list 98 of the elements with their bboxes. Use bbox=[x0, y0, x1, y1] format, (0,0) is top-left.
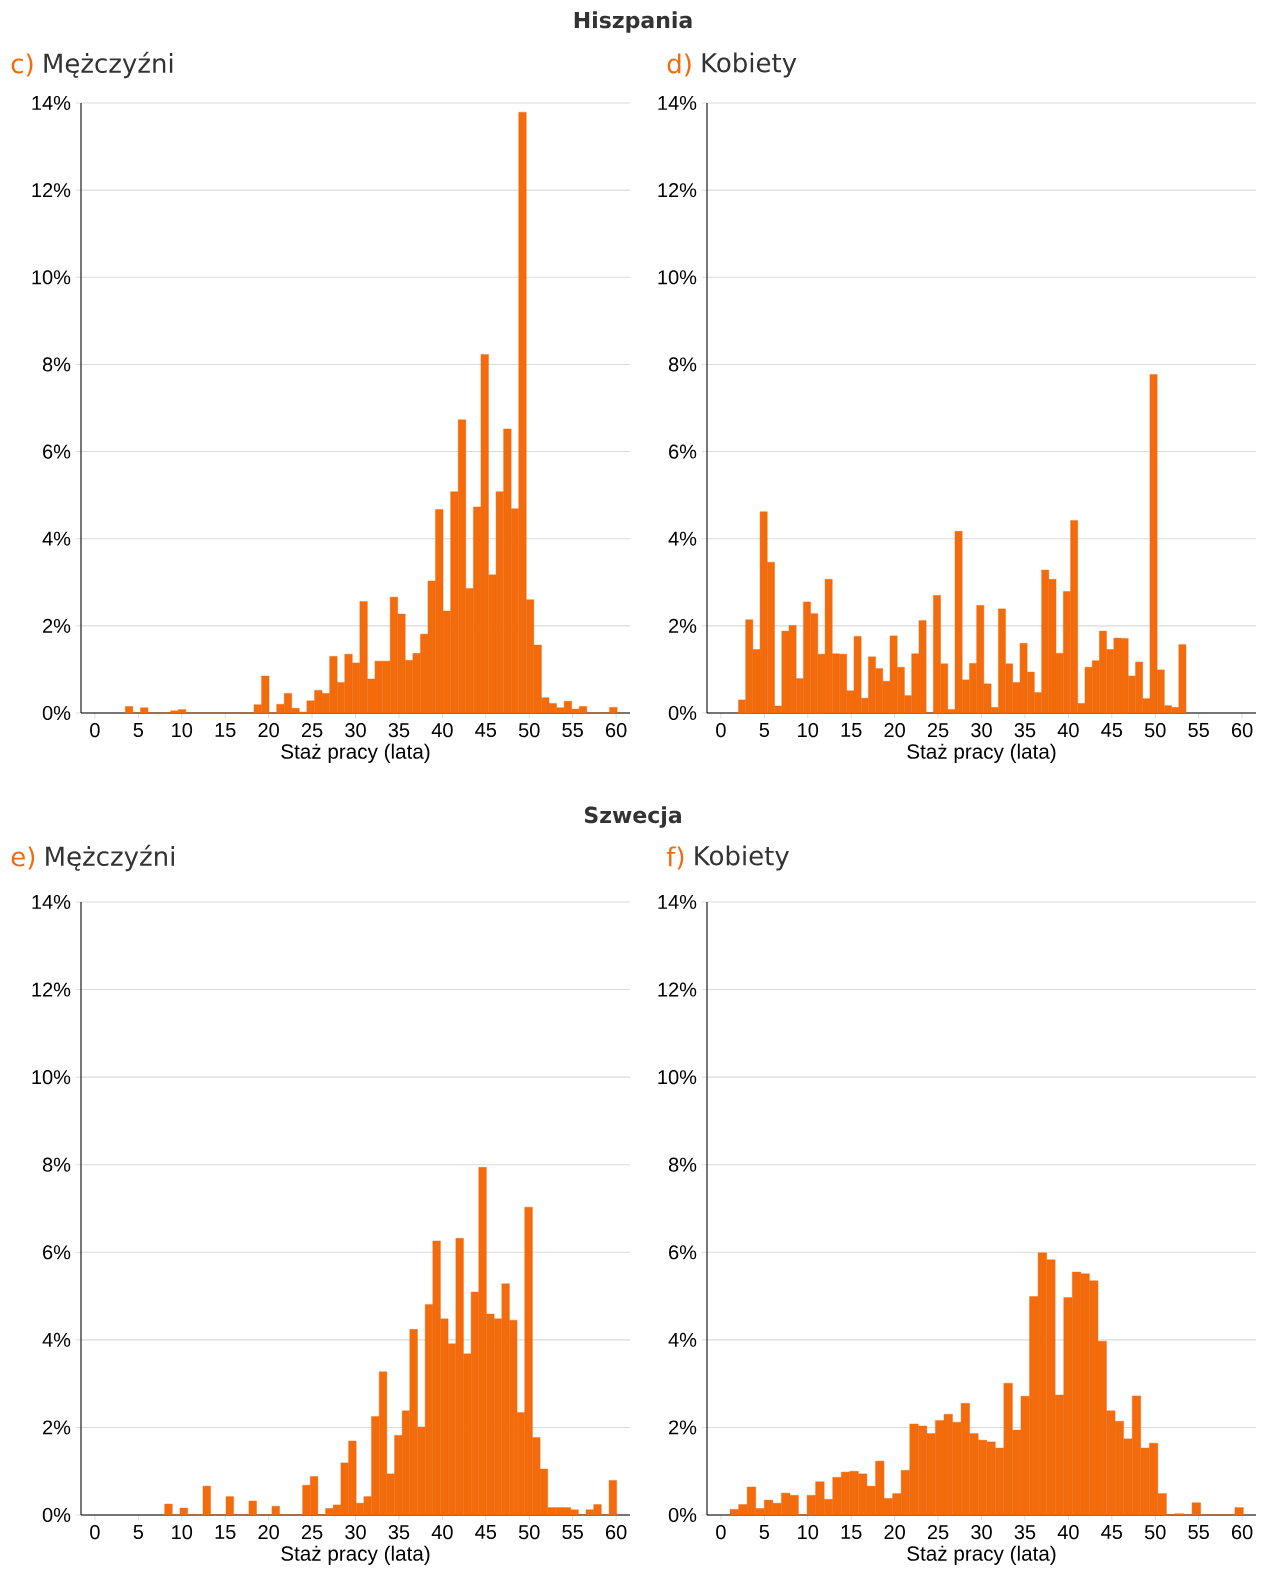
y-tick-label: 6% bbox=[669, 444, 697, 459]
x-tick-label: 55 bbox=[1188, 723, 1209, 737]
x-tick-label: 60 bbox=[606, 1525, 627, 1540]
chart-title: Kobiety bbox=[695, 845, 789, 871]
x-tick-label: 20 bbox=[884, 1525, 905, 1540]
x-tick-label: 0 bbox=[90, 723, 100, 738]
x-tick-label: 30 bbox=[345, 723, 366, 738]
text: e) bbox=[11, 846, 35, 870]
x-tick-label: 50 bbox=[518, 723, 540, 738]
x-tick-label: 15 bbox=[215, 1525, 236, 1539]
x-tick-label: 15 bbox=[215, 723, 236, 737]
x-tick-label: 10 bbox=[798, 723, 819, 738]
x-tick-label: 5 bbox=[759, 1525, 770, 1539]
y-tick-label: 0% bbox=[668, 705, 697, 721]
x-tick-label: 55 bbox=[1188, 1525, 1209, 1539]
x-tick-label: 20 bbox=[258, 1525, 279, 1540]
text: c) bbox=[11, 53, 33, 77]
y-tick-label: 2% bbox=[669, 1420, 697, 1435]
y-tick-label: 14% bbox=[32, 895, 71, 909]
chart-title: Mężczyźni bbox=[46, 844, 174, 872]
x-axis-title: Staż pracy (lata) bbox=[907, 1545, 1056, 1565]
x-tick-label: 25 bbox=[301, 1525, 323, 1540]
x-tick-label: 0 bbox=[90, 1525, 100, 1540]
y-tick-label: 4% bbox=[42, 1332, 71, 1347]
x-tick-label: 55 bbox=[562, 723, 583, 737]
y-tick-label: 2% bbox=[43, 1420, 71, 1435]
y-tick-label: 14% bbox=[658, 895, 697, 909]
y-tick-label: 4% bbox=[42, 531, 71, 546]
chart-title: Kobiety bbox=[702, 52, 797, 78]
x-tick-label: 0 bbox=[716, 723, 726, 738]
x-tick-label: 35 bbox=[388, 1525, 410, 1540]
y-tick-label: 0% bbox=[668, 1507, 697, 1523]
x-tick-label: 35 bbox=[388, 723, 410, 738]
y-tick-label: 0% bbox=[42, 705, 71, 721]
x-tick-label: 25 bbox=[927, 1525, 949, 1540]
x-tick-label: 40 bbox=[431, 1525, 453, 1540]
chart-subtitle: Hiszpania bbox=[574, 11, 692, 33]
x-tick-label: 5 bbox=[133, 1525, 144, 1539]
x-tick-label: 60 bbox=[1232, 1525, 1253, 1540]
x-tick-label: 45 bbox=[1101, 723, 1123, 737]
y-tick-label: 4% bbox=[668, 531, 697, 546]
x-tick-label: 15 bbox=[841, 723, 862, 737]
y-tick-label: 12% bbox=[658, 183, 697, 198]
x-tick-label: 50 bbox=[518, 1525, 540, 1540]
y-tick-label: 6% bbox=[43, 444, 71, 459]
x-tick-label: 10 bbox=[172, 723, 193, 738]
text: d) bbox=[667, 53, 691, 77]
y-tick-label: 0% bbox=[42, 1507, 71, 1523]
x-tick-label: 5 bbox=[759, 723, 770, 737]
y-tick-label: 2% bbox=[43, 618, 71, 633]
x-tick-label: 0 bbox=[716, 1525, 726, 1540]
y-tick-label: 10% bbox=[32, 1070, 71, 1085]
x-tick-label: 40 bbox=[1057, 1525, 1079, 1540]
x-tick-label: 40 bbox=[1057, 723, 1079, 738]
x-tick-label: 35 bbox=[1014, 1525, 1036, 1540]
x-tick-label: 50 bbox=[1144, 1525, 1166, 1540]
y-tick-label: 10% bbox=[658, 270, 697, 285]
y-tick-label: 10% bbox=[32, 270, 71, 285]
chart-subtitle: Szwecja bbox=[584, 806, 681, 828]
x-tick-label: 5 bbox=[133, 723, 144, 737]
x-tick-label: 20 bbox=[258, 723, 279, 738]
y-tick-label: 2% bbox=[669, 618, 697, 633]
x-axis-title: Staż pracy (lata) bbox=[281, 743, 430, 763]
chart-title: Mężczyźni bbox=[44, 51, 173, 79]
x-tick-label: 15 bbox=[841, 1525, 862, 1539]
x-tick-label: 55 bbox=[562, 1525, 583, 1539]
x-tick-label: 45 bbox=[475, 1525, 497, 1539]
x-tick-label: 10 bbox=[172, 1525, 193, 1540]
x-tick-label: 45 bbox=[475, 723, 497, 737]
y-tick-label: 6% bbox=[669, 1245, 697, 1260]
y-tick-label: 12% bbox=[32, 982, 71, 997]
y-tick-label: 12% bbox=[658, 982, 697, 997]
y-tick-label: 12% bbox=[32, 183, 71, 198]
x-tick-label: 25 bbox=[301, 723, 323, 738]
x-tick-label: 60 bbox=[606, 723, 627, 738]
x-tick-label: 10 bbox=[798, 1525, 819, 1540]
y-tick-label: 8% bbox=[42, 1157, 71, 1172]
x-tick-label: 50 bbox=[1144, 723, 1166, 738]
y-tick-label: 8% bbox=[668, 357, 697, 372]
y-tick-label: 8% bbox=[42, 357, 71, 372]
x-tick-label: 45 bbox=[1101, 1525, 1123, 1539]
y-tick-label: 8% bbox=[668, 1157, 697, 1172]
x-tick-label: 40 bbox=[431, 723, 453, 738]
x-axis-title: Staż pracy (lata) bbox=[281, 1545, 430, 1565]
y-tick-label: 14% bbox=[32, 96, 71, 110]
y-tick-label: 14% bbox=[658, 96, 697, 110]
x-axis-title: Staż pracy (lata) bbox=[907, 743, 1056, 763]
x-tick-label: 25 bbox=[927, 723, 949, 738]
y-tick-label: 10% bbox=[658, 1070, 697, 1085]
y-tick-label: 4% bbox=[668, 1332, 697, 1347]
x-tick-label: 30 bbox=[971, 723, 992, 738]
x-tick-label: 30 bbox=[345, 1525, 366, 1540]
text: f) bbox=[666, 846, 684, 870]
x-tick-label: 30 bbox=[971, 1525, 992, 1540]
x-tick-label: 20 bbox=[884, 723, 905, 738]
y-tick-label: 6% bbox=[43, 1245, 71, 1260]
x-tick-label: 60 bbox=[1232, 723, 1253, 738]
x-tick-label: 35 bbox=[1014, 723, 1036, 738]
